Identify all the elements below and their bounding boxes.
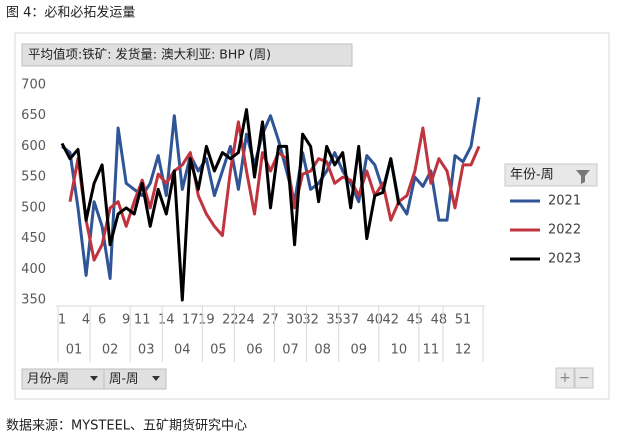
field-button[interactable] — [21, 43, 353, 67]
x-group-label: 05 — [210, 343, 227, 358]
x-tick-label: 22 — [222, 313, 239, 328]
x-tick-label: 42 — [383, 313, 400, 328]
plus-icon: + — [559, 370, 571, 386]
x-tick-label: 32 — [302, 313, 319, 328]
x-tick-label: 37 — [342, 313, 359, 328]
x-tick-label: 19 — [198, 313, 215, 328]
x-tick-label: 40 — [367, 313, 384, 328]
x-tick-label: 14 — [158, 313, 175, 328]
x-tick-label: 9 — [122, 313, 130, 328]
legend-label: 2022 — [548, 223, 581, 238]
line-series — [60, 108, 401, 302]
expand-button[interactable] — [555, 367, 575, 389]
caption: 图 4：必和必拓发运量 — [6, 5, 135, 21]
legend-label: 2023 — [548, 252, 581, 267]
y-tick-label: 350 — [21, 293, 46, 308]
x-group-label: 04 — [174, 343, 191, 358]
x-tick-label: 6 — [98, 313, 106, 328]
x-group-label: 02 — [102, 343, 119, 358]
x-group-label: 08 — [314, 343, 331, 358]
filter-icon — [576, 170, 590, 184]
legend-label: 2021 — [548, 194, 581, 209]
x-tick-label: 35 — [326, 313, 343, 328]
x-group-label: 03 — [138, 343, 155, 358]
x-tick-label: 45 — [407, 313, 424, 328]
x-tick-label: 1 — [58, 313, 66, 328]
dropdown-arrow — [90, 376, 98, 381]
x-group-label: 12 — [455, 343, 472, 358]
x-tick-label: 17 — [182, 313, 199, 328]
y-tick-label: 400 — [21, 262, 46, 277]
y-tick-label: 450 — [21, 231, 46, 246]
dropdown-arrow — [152, 376, 160, 381]
line-series — [68, 120, 481, 262]
axis-field-button[interactable] — [103, 368, 167, 390]
x-tick-label: 27 — [262, 313, 279, 328]
x-group-label: 06 — [246, 343, 263, 358]
x-tick-label: 30 — [286, 313, 303, 328]
x-group-label: 10 — [391, 343, 408, 358]
y-tick-label: 600 — [21, 139, 46, 154]
x-tick-label: 48 — [431, 313, 448, 328]
x-group-label: 11 — [423, 343, 440, 358]
legend-title: 年份-周 — [510, 168, 554, 183]
y-tick-label: 500 — [21, 200, 46, 215]
collapse-button[interactable] — [574, 367, 594, 389]
field-button-label: 平均值项:铁矿: 发货量: 澳大利亚: BHP (周) — [28, 47, 271, 62]
line-series — [61, 97, 481, 280]
x-tick-label: 11 — [134, 313, 151, 328]
x-group-label: 01 — [66, 343, 83, 358]
x-group-label: 07 — [282, 343, 299, 358]
y-tick-label: 700 — [21, 78, 46, 93]
axis-field-button-label: 月份-周 — [27, 371, 69, 386]
x-tick-label: 51 — [455, 313, 472, 328]
y-tick-label: 650 — [21, 108, 46, 123]
y-tick-label: 550 — [21, 170, 46, 185]
minus-icon: − — [578, 370, 590, 386]
x-tick-label: 24 — [238, 313, 255, 328]
axis-field-button-label: 周-周 — [109, 371, 139, 386]
source-note: 数据来源：MYSTEEL、五矿期货研究中心 — [6, 418, 247, 434]
x-tick-label: 4 — [82, 313, 90, 328]
x-group-label: 09 — [350, 343, 367, 358]
legend-field-button[interactable] — [504, 163, 598, 187]
